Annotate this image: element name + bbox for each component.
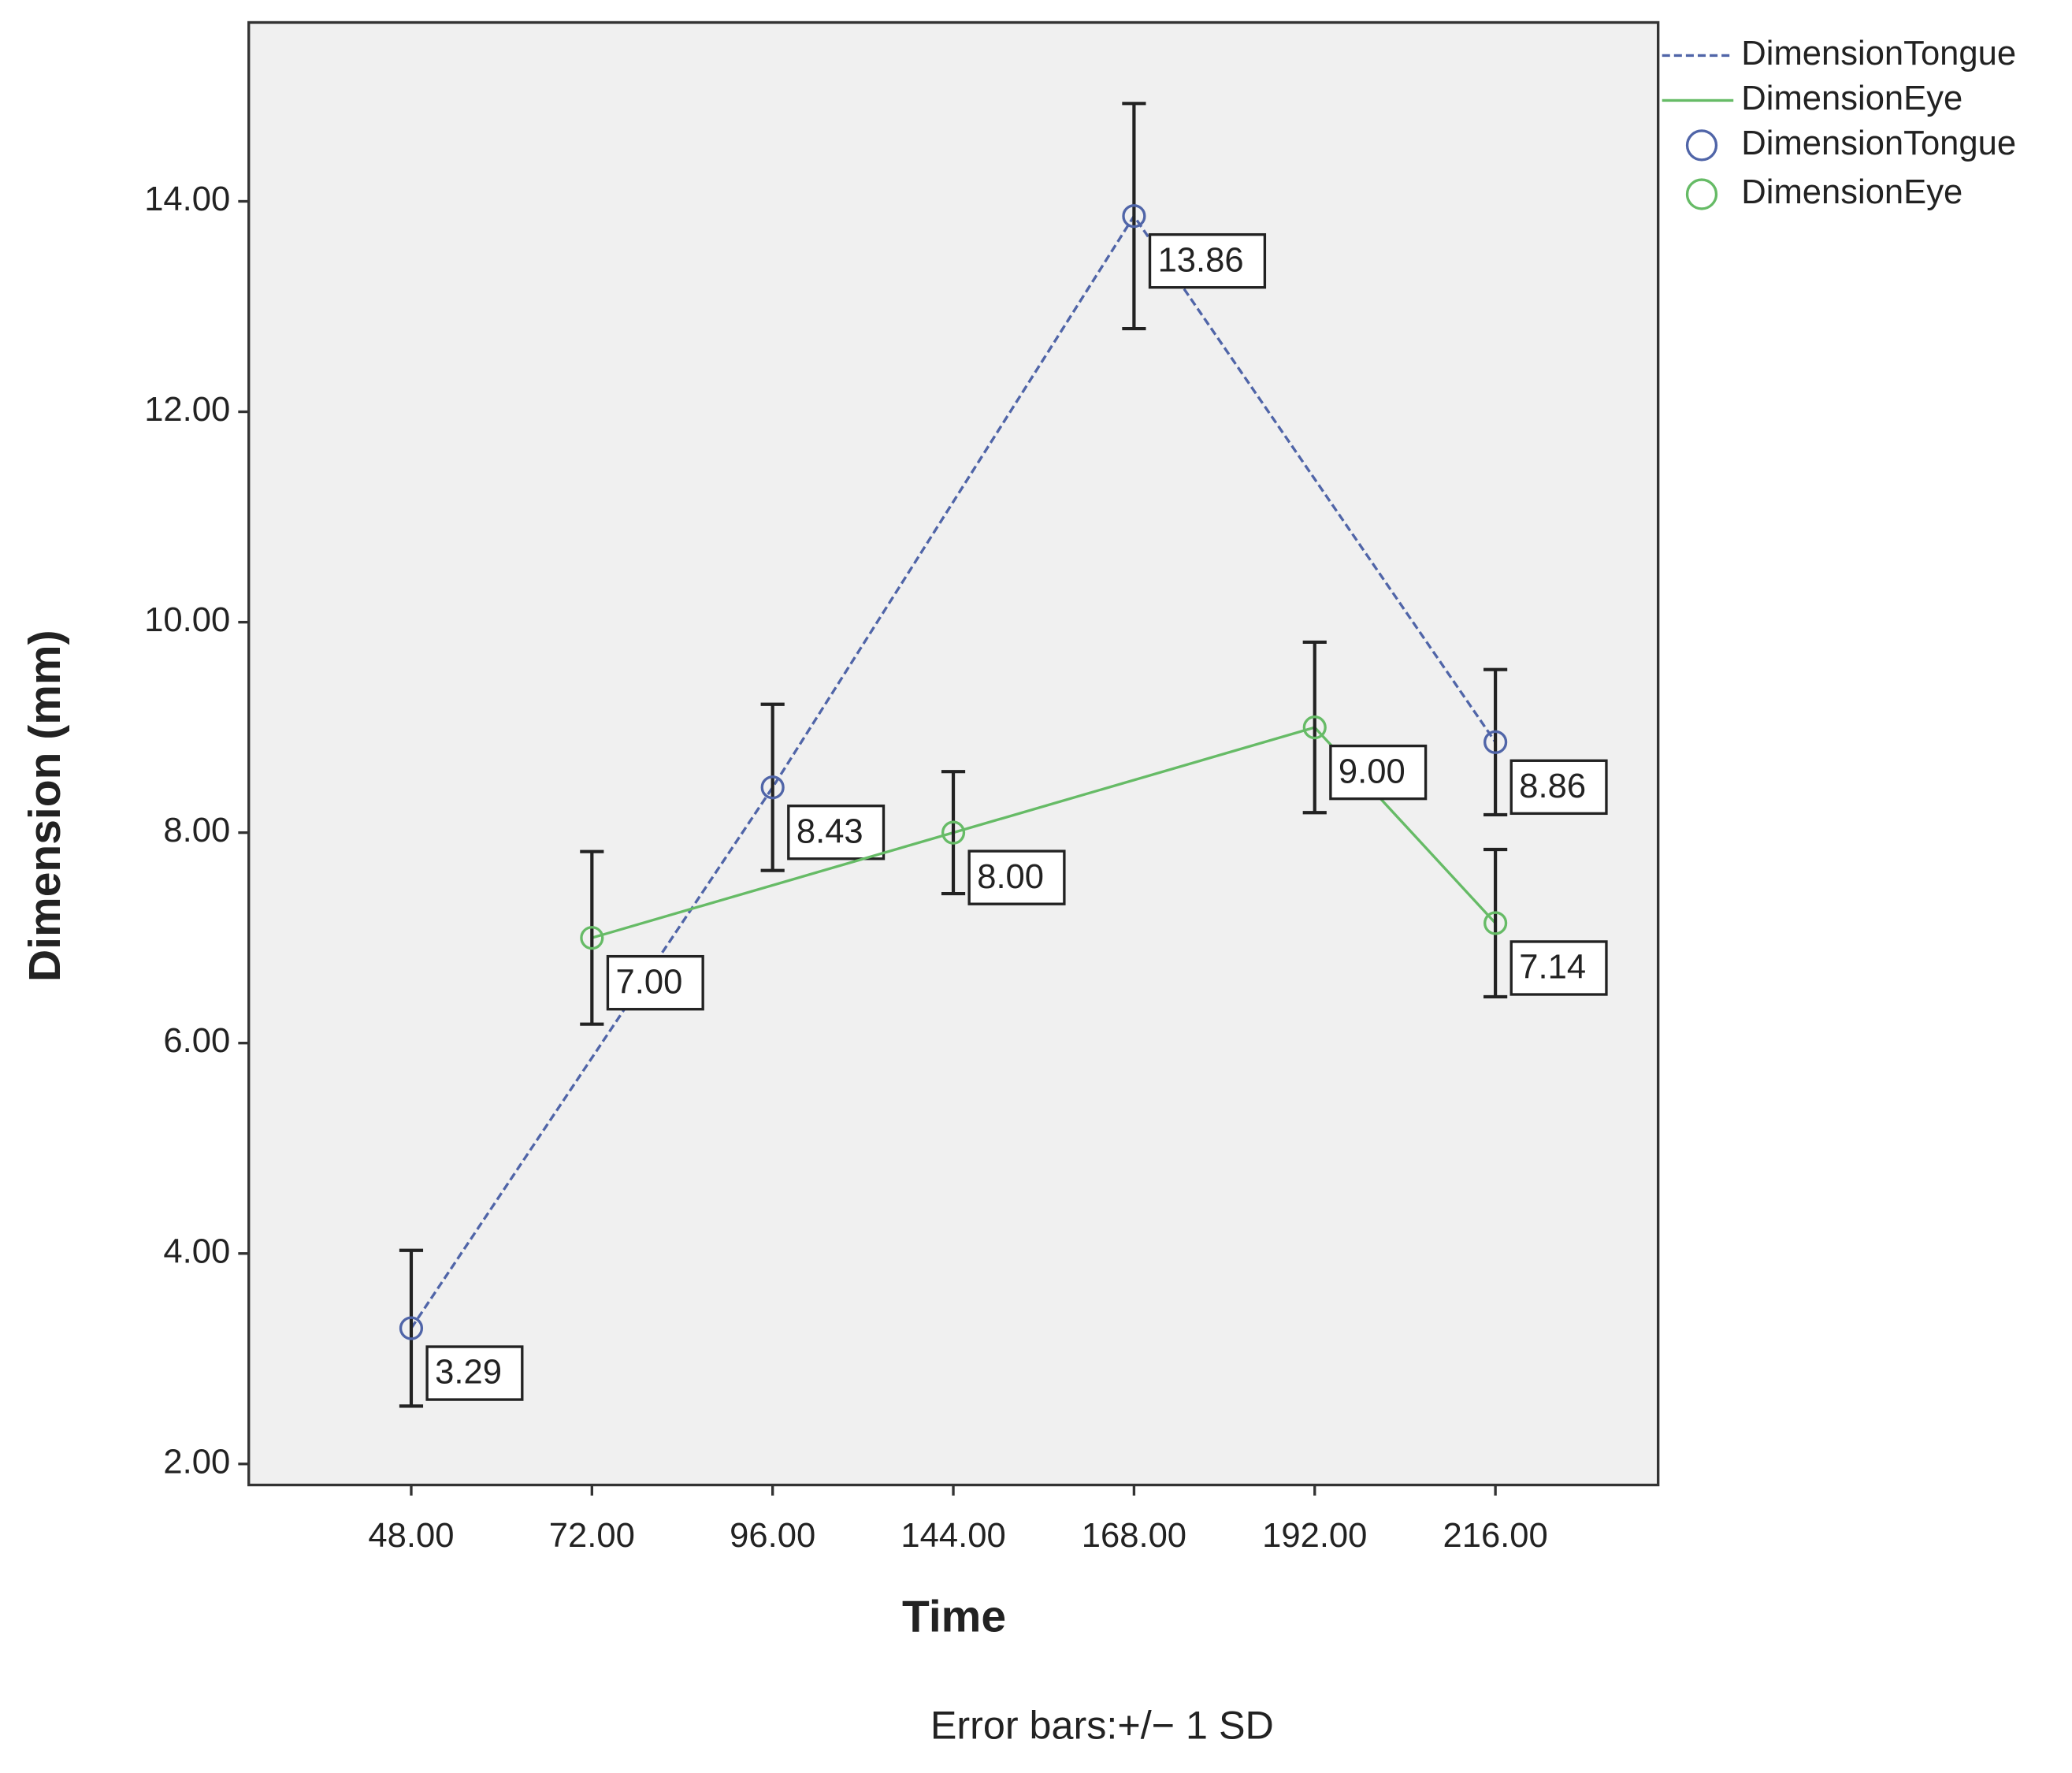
data-label: 7.14 [1519, 949, 1586, 987]
point [580, 926, 604, 950]
point [399, 1316, 424, 1340]
legend-marker [1685, 178, 1718, 210]
data-label: 9.00 [1339, 753, 1405, 790]
y-axis-label: Dimension (mm) [20, 630, 70, 982]
y-tick-label: 14.00 [144, 180, 230, 218]
x-axis-label: Time [902, 1592, 1006, 1642]
series-line [591, 726, 1497, 939]
data-label-box [787, 805, 886, 860]
data-label-box [1509, 759, 1608, 816]
data-label-box [1509, 940, 1608, 996]
data-label-box [1329, 744, 1428, 801]
legend-label: DimensionEye [1741, 80, 1962, 117]
data-label-box [606, 954, 704, 1011]
x-tick-label: 48.00 [368, 1517, 454, 1555]
data-label-box [1148, 232, 1267, 289]
y-tick-label: 8.00 [163, 812, 230, 849]
point [1302, 716, 1327, 740]
data-label-box [425, 1345, 524, 1401]
data-label: 7.00 [616, 963, 683, 1001]
point [941, 820, 966, 845]
x-tick-label: 216.00 [1443, 1517, 1547, 1555]
x-tick-label: 72.00 [549, 1517, 635, 1555]
data-label: 8.86 [1519, 768, 1586, 805]
point [1483, 730, 1508, 754]
legend-label: DimensionEye [1741, 173, 1962, 211]
y-tick-label: 4.00 [163, 1232, 230, 1270]
data-label: 13.86 [1158, 241, 1244, 279]
x-tick-label: 168.00 [1082, 1517, 1186, 1555]
point [760, 775, 785, 800]
x-tick-label: 96.00 [730, 1517, 815, 1555]
plot-area [247, 20, 1660, 1487]
legend-label: DimensionTongue [1741, 125, 2016, 162]
x-tick-label: 144.00 [900, 1517, 1005, 1555]
x-tick-label: 192.00 [1262, 1517, 1367, 1555]
legend-label: DimensionTongue [1741, 35, 2016, 72]
data-label: 8.00 [977, 858, 1044, 896]
footnote: Error bars:+/− 1 SD [930, 1702, 1274, 1747]
y-tick-label: 2.00 [163, 1443, 230, 1481]
y-tick-label: 12.00 [144, 391, 230, 429]
y-tick-label: 6.00 [163, 1022, 230, 1060]
data-label: 8.43 [796, 812, 863, 850]
data-label-box [967, 849, 1066, 905]
point [1483, 911, 1508, 935]
point [1122, 204, 1146, 229]
legend-marker [1685, 129, 1718, 162]
data-label: 3.29 [435, 1354, 502, 1392]
y-tick-label: 10.00 [144, 601, 230, 639]
series-line [410, 214, 1497, 1329]
